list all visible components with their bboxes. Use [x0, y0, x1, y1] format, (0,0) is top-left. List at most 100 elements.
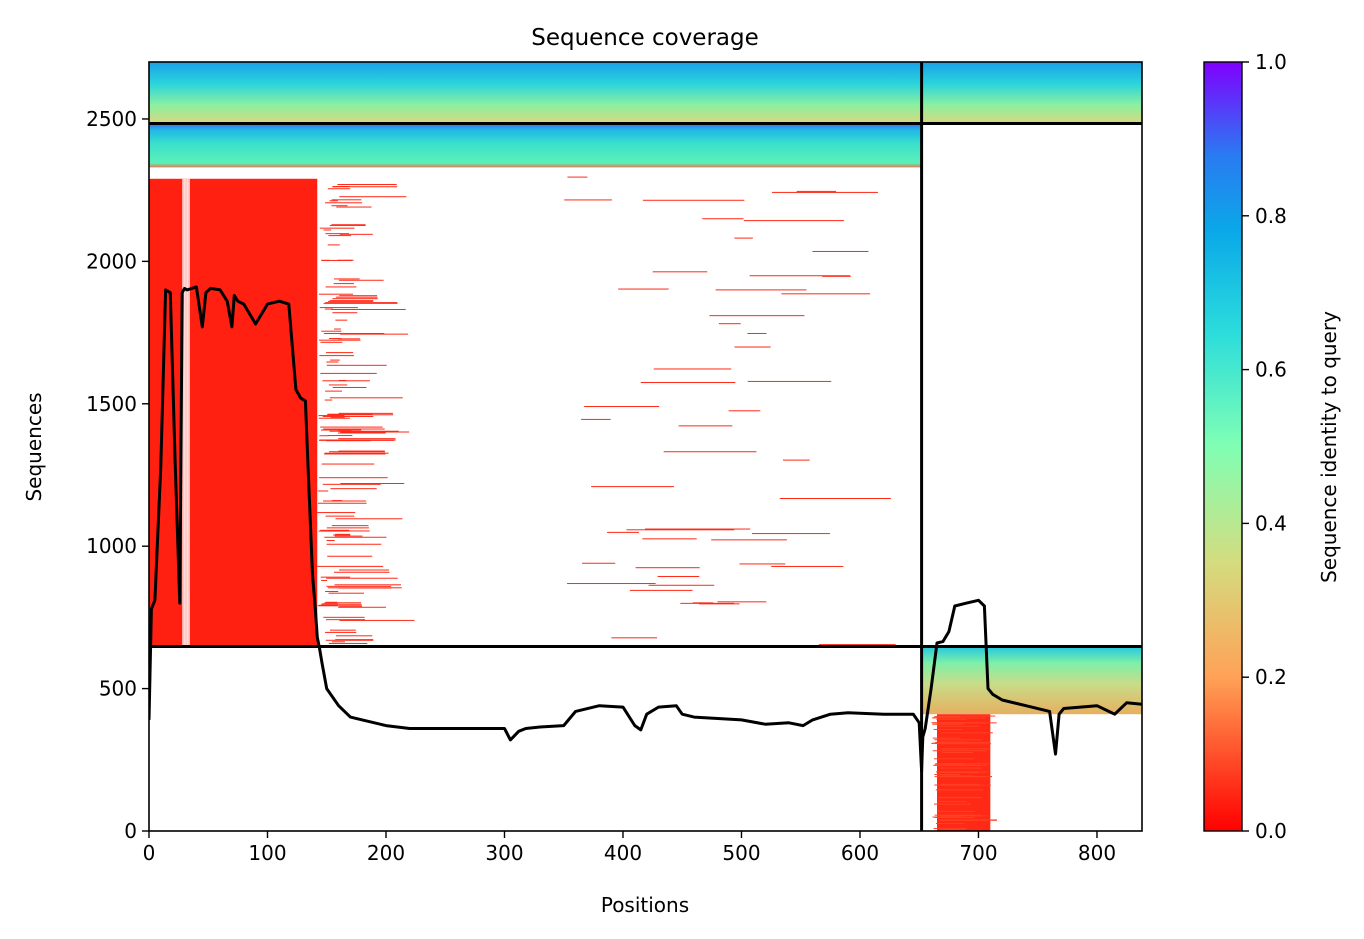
fragment-line	[338, 379, 347, 381]
fragment-line	[938, 801, 968, 803]
fragment-line	[332, 312, 358, 314]
fragment-line	[932, 750, 987, 752]
fragment-line	[328, 338, 342, 340]
fragment-line	[324, 308, 333, 310]
fragment-line	[322, 483, 381, 485]
fragment-line	[934, 784, 979, 786]
fragment-line	[932, 737, 961, 739]
fragment-line	[337, 430, 352, 432]
fragment-line	[321, 463, 375, 465]
fragment-line	[339, 606, 363, 608]
x-tick-label: 100	[248, 841, 286, 865]
fragment-line	[332, 186, 350, 188]
fragment-line	[318, 604, 339, 606]
fragment-line	[611, 637, 658, 639]
fragment-line	[329, 224, 366, 226]
colorbar	[1203, 61, 1243, 832]
coverage-block	[149, 178, 318, 647]
x-tick-label: 800	[1078, 841, 1116, 865]
fragment-line	[340, 431, 410, 433]
fragment-line	[334, 278, 360, 280]
fragment-line	[329, 629, 356, 631]
y-tick-label: 2000	[86, 249, 137, 273]
fragment-line	[644, 528, 751, 530]
fragment-line	[933, 728, 963, 730]
fragment-line	[331, 308, 406, 310]
fragment-line	[323, 229, 332, 231]
y-tick-label: 0	[124, 819, 137, 843]
fragment-line	[326, 352, 354, 354]
fragment-line	[680, 602, 735, 604]
fragment-line	[320, 576, 351, 578]
colorbar-tick-label: 1.0	[1255, 50, 1287, 74]
fragment-line	[932, 742, 968, 744]
gap-column	[182, 178, 186, 647]
fragment-line	[325, 515, 355, 517]
fragment-line	[329, 300, 374, 302]
chart-title: Sequence coverage	[531, 25, 759, 51]
fragment-line	[336, 206, 372, 208]
fragment-line	[743, 220, 844, 222]
fragment-line	[931, 722, 985, 724]
plot-frame	[148, 61, 1143, 832]
fragment-line	[728, 410, 761, 412]
fragment-line	[779, 497, 891, 499]
fragment-line	[734, 237, 753, 239]
fragment-line	[328, 592, 365, 594]
fragment-line	[325, 302, 398, 304]
fragment-line	[329, 430, 399, 432]
colorbar-tick-label: 0.6	[1255, 358, 1287, 382]
fragment-line	[940, 748, 991, 750]
fragment-line	[339, 295, 378, 297]
fragment-line	[339, 569, 390, 571]
fragment-line	[771, 191, 878, 193]
fragment-line	[335, 518, 403, 520]
fragment-line	[939, 767, 983, 769]
fragment-line	[699, 603, 740, 605]
fragment-line	[318, 530, 350, 532]
colorbar-label: Sequence identity to query	[1317, 311, 1341, 583]
fragment-line	[642, 538, 697, 540]
coverage-block	[921, 62, 1142, 124]
fragment-line	[629, 589, 693, 591]
fragment-line	[324, 631, 357, 633]
fragment-line	[324, 536, 387, 538]
fragment-line	[747, 380, 832, 382]
fragment-line	[335, 319, 348, 321]
fragment-line	[782, 459, 810, 461]
fragment-line	[317, 502, 367, 504]
fragment-line	[330, 416, 345, 418]
fragment-line	[320, 341, 343, 343]
fragment-line	[618, 288, 669, 290]
fragment-line	[934, 758, 974, 760]
fragment-line	[321, 259, 352, 261]
fragment-line	[323, 500, 367, 502]
fragment-line	[338, 587, 392, 589]
fragment-line	[317, 512, 356, 514]
x-tick-label: 0	[143, 841, 156, 865]
fragment-line	[781, 293, 871, 295]
fragment-line	[319, 477, 388, 479]
fragment-line	[567, 176, 588, 178]
fragment-line	[330, 359, 340, 361]
fragment-line	[319, 339, 361, 341]
fragment-line	[333, 283, 354, 285]
fragment-line	[319, 307, 358, 309]
fragment-line	[317, 565, 384, 567]
fragment-line	[325, 390, 342, 392]
fragment-line	[339, 196, 407, 198]
fragment-line	[635, 567, 700, 569]
fragment-line	[327, 244, 340, 246]
fragment-line	[328, 235, 352, 237]
fragment-line	[937, 725, 980, 727]
fragment-line	[332, 386, 367, 388]
fragment-line	[718, 323, 741, 325]
x-axis-label: Positions	[601, 893, 689, 917]
colorbar-tick-label: 0.0	[1255, 819, 1287, 843]
fragment-line	[340, 333, 409, 335]
fragment-line	[325, 286, 357, 288]
fragment-line	[326, 543, 382, 545]
fragment-line	[332, 298, 378, 300]
fragment-line	[324, 202, 363, 204]
